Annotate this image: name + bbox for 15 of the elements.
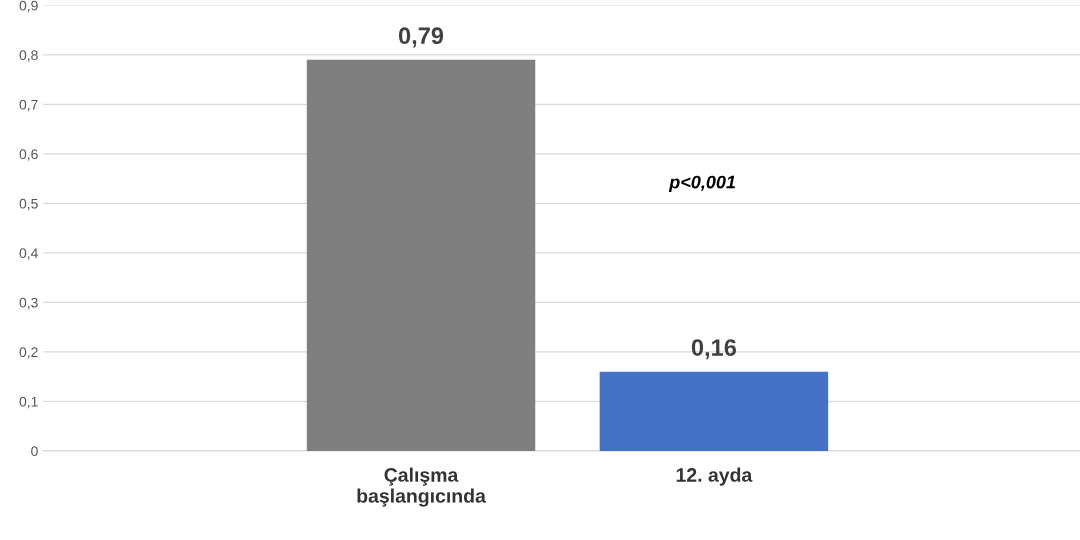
y-tick-label: 0,2 bbox=[19, 347, 38, 359]
y-tick-label: 0,5 bbox=[19, 198, 38, 211]
x-tick-label: 12. ayda bbox=[676, 467, 753, 486]
y-tick-label: 0,7 bbox=[19, 99, 38, 112]
data-label: 0,16 bbox=[691, 339, 737, 360]
y-tick-label: 0,3 bbox=[19, 297, 38, 310]
y-tick-label: 0,4 bbox=[19, 248, 38, 260]
y-tick-label: 0,6 bbox=[19, 149, 38, 161]
y-tick-label: 0,8 bbox=[19, 50, 38, 62]
y-tick-label: 0 bbox=[31, 446, 38, 457]
y-tick-label: 0,1 bbox=[19, 396, 38, 409]
y-tick-label: 0,9 bbox=[19, 0, 38, 13]
annotation: p<0,001 bbox=[668, 175, 736, 193]
data-label: 0,79 bbox=[398, 27, 444, 48]
x-tick-label: Çalışma başlangıcında bbox=[357, 467, 486, 507]
